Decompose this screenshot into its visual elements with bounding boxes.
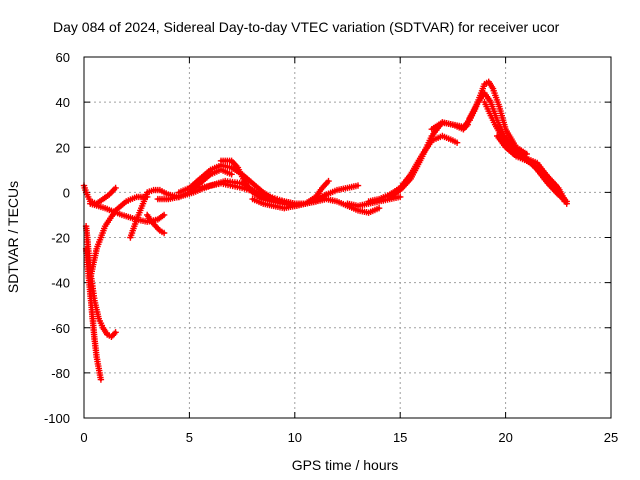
series-arc-6	[127, 186, 183, 241]
series-arc-7	[144, 211, 168, 237]
y-tick-label: 40	[56, 95, 70, 110]
y-tick-label: 0	[63, 185, 70, 200]
y-tick-label: 60	[56, 50, 70, 65]
y-tick-label: -20	[51, 231, 70, 246]
series-arc-3	[82, 245, 105, 383]
plot-area	[80, 78, 570, 383]
plot-frame	[83, 56, 612, 419]
series-points	[481, 98, 570, 207]
tick-labels: 0 5 10 15 20 25 -100 -80 -60 -40 -20 0 20 40 60	[44, 50, 618, 445]
grid	[84, 57, 611, 418]
series-arc-23	[481, 98, 570, 207]
y-tick-label: -40	[51, 276, 70, 291]
chart-title: Day 084 of 2024, Sidereal Day-to-day VTE…	[53, 19, 560, 35]
x-axis-title: GPS time / hours	[292, 457, 399, 473]
x-tick-label: 15	[393, 430, 407, 445]
series-points	[144, 211, 168, 237]
y-axis-title: SDTVAR / TECUs	[5, 181, 21, 293]
series-points	[87, 193, 151, 282]
x-tick-label: 20	[498, 430, 512, 445]
x-tick-label: 5	[186, 430, 193, 445]
y-tick-label: 20	[56, 140, 70, 155]
y-tick-label: -60	[51, 321, 70, 336]
x-tick-label: 10	[288, 430, 302, 445]
y-tick-label: -100	[44, 411, 70, 426]
x-tick-label: 0	[80, 430, 87, 445]
y-tick-label: -80	[51, 366, 70, 381]
x-tick-label: 25	[604, 430, 618, 445]
